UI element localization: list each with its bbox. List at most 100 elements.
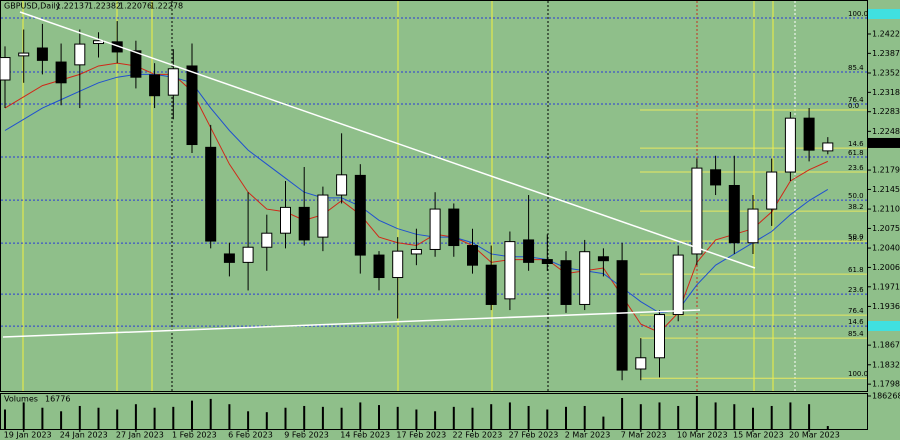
candle-body	[672, 254, 684, 316]
candle-body	[560, 260, 572, 305]
volume-bar	[41, 407, 44, 429]
volume-bar	[490, 404, 493, 429]
volume-bar	[789, 402, 792, 429]
candle-body	[74, 43, 86, 66]
candle-body	[298, 206, 310, 241]
current-price-tag	[868, 137, 900, 148]
candle-body	[467, 245, 478, 266]
candle-body	[822, 142, 834, 152]
volume-bar	[284, 407, 287, 429]
volume-bar	[4, 409, 6, 429]
fib-label: 14.6	[848, 140, 864, 148]
candle-body	[186, 65, 198, 146]
volume-bar	[565, 406, 567, 429]
candle-body	[635, 357, 647, 370]
volume-bar	[134, 404, 137, 429]
fib-label: 50.0	[848, 233, 864, 241]
volume-bar	[22, 402, 25, 429]
y-tick-label: 1.24220	[872, 29, 900, 38]
y-tick-label: 1.23875	[872, 49, 900, 58]
candle-body	[223, 253, 235, 263]
candle-body	[597, 256, 609, 262]
volume-bar	[452, 406, 455, 429]
candle-body	[354, 174, 366, 256]
y-tick-label: 1.22485	[872, 127, 900, 136]
volume-bar	[78, 405, 81, 429]
volume-bar	[621, 397, 624, 429]
candle-body	[36, 47, 48, 61]
x-tick-label: 2 Mar 2023	[565, 431, 611, 440]
fib-label: 100.0	[848, 10, 868, 18]
volume-bar	[677, 405, 680, 429]
candle-body	[784, 117, 796, 173]
volume-bar	[303, 405, 306, 429]
x-tick-label: 15 Mar 2023	[733, 431, 784, 440]
volume-bar	[265, 412, 268, 429]
volume-bar	[97, 407, 100, 429]
x-tick-label: 20 Mar 2023	[789, 431, 840, 440]
y-tick-label: 1.20755	[872, 224, 900, 233]
candle-body	[485, 264, 497, 305]
y-tick-label: 1.21100	[872, 205, 900, 214]
fib-label: 14.6	[848, 318, 864, 326]
volume-bar	[209, 398, 212, 429]
y-tick-label: 1.21795	[872, 166, 900, 175]
trend-line	[19, 11, 756, 269]
volume-value: 16776	[45, 395, 70, 404]
candle-body	[410, 248, 422, 255]
x-tick-label: 19 Jan 2023	[4, 431, 52, 440]
fib-label: 100.0	[848, 370, 868, 378]
fib-label: 50.0	[848, 192, 864, 200]
y-tick-label: 1.19715	[872, 282, 900, 291]
volume-bar	[116, 409, 119, 429]
volume-bar	[153, 407, 156, 429]
volume-bar	[172, 406, 175, 429]
header-high: 1.22382	[88, 2, 121, 11]
volume-bar	[733, 404, 736, 429]
fib-label: 61.8	[848, 149, 864, 157]
x-tick-label: 27 Jan 2023	[116, 431, 164, 440]
candle-body	[242, 246, 254, 263]
header-low: 1.22076	[119, 2, 152, 11]
x-tick-label: 22 Feb 2023	[453, 431, 503, 440]
symbol: GBPUSD,Daily	[4, 2, 61, 11]
fib-label: 0.0	[848, 102, 859, 110]
price-pane-frame	[0, 0, 868, 392]
candle-body	[803, 117, 815, 151]
y-tick-label: 1.23525	[872, 68, 900, 77]
candle-body	[504, 241, 516, 300]
volume-bar	[60, 411, 63, 429]
volume-label: Volumes	[4, 395, 38, 404]
candle-body	[523, 239, 535, 263]
candle-body	[261, 232, 273, 248]
volume-bar	[695, 396, 698, 429]
candle-body	[0, 57, 11, 81]
volume-bar	[191, 400, 193, 429]
fib-label: 38.2	[848, 235, 864, 243]
volume-bar	[714, 402, 717, 429]
y-tick-label: 1.22835	[872, 107, 900, 116]
y-tick-label: 1.18325	[872, 360, 900, 369]
candle-body	[392, 250, 404, 279]
x-tick-label: 14 Feb 2023	[340, 431, 390, 440]
y-tick-label: 1.23180	[872, 88, 900, 97]
candle-body	[616, 260, 628, 371]
header-close: 1.22278	[150, 2, 183, 11]
candle-body	[691, 167, 703, 255]
fib-label: 23.6	[848, 164, 864, 172]
volume-bar	[508, 402, 511, 429]
y-tick-label: 1.20405	[872, 244, 900, 253]
volume-bar	[770, 405, 773, 429]
y-tick-label: 1.18675	[872, 341, 900, 350]
candle-body	[336, 174, 348, 196]
candle-body	[429, 208, 441, 250]
candle-body	[149, 74, 161, 97]
candle-body	[130, 50, 142, 78]
x-tick-label: 17 Feb 2023	[396, 431, 446, 440]
candle-body	[710, 169, 722, 186]
candle-body	[448, 208, 460, 247]
volume-bar	[808, 404, 811, 429]
fib-label: 76.4	[848, 96, 864, 104]
candle-body	[654, 314, 665, 359]
